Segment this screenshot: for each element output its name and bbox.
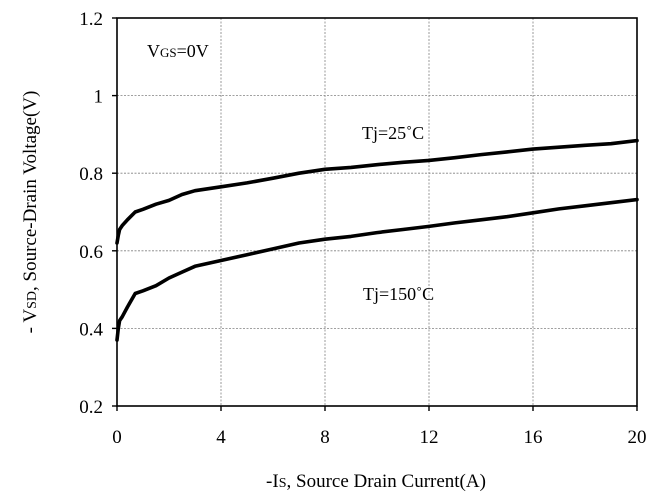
y-axis-title-subscript: SD (25, 291, 40, 309)
y-axis-title: - VSD, Source-Drain Voltage(V) (20, 91, 41, 334)
x-tick-label: 12 (420, 427, 439, 448)
series-label-tj150: Tj=150˚C (363, 284, 434, 304)
plot-frame (116, 17, 638, 407)
series-line-tj25 (115, 138, 639, 245)
grid-lines (117, 18, 637, 406)
condition-annotation: VGS=0V (147, 41, 209, 61)
x-tick-label: 0 (112, 427, 122, 448)
series-line-tj150 (115, 197, 639, 342)
x-tick-label: 4 (216, 427, 226, 448)
series-layer (115, 138, 639, 342)
y-axis-title-prefix: - V (20, 309, 41, 334)
axis-ticks (112, 17, 638, 411)
x-tick-labels: 0 4 8 12 16 20 (112, 427, 646, 448)
condition-subscript: GS (160, 45, 177, 60)
y-tick-label: 1.2 (79, 9, 103, 30)
x-tick-label: 8 (320, 427, 330, 448)
y-tick-label: 0.4 (79, 319, 103, 340)
condition-suffix: =0V (177, 41, 209, 61)
series-label-tj25: Tj=25˚C (362, 123, 424, 143)
x-axis-title-prefix: -I (266, 471, 279, 492)
x-tick-label: 16 (524, 427, 543, 448)
x-axis-title-subscript: S (279, 476, 287, 491)
x-axis-title: -IS, Source Drain Current(A) (266, 471, 486, 492)
y-tick-label: 1 (94, 87, 104, 108)
y-tick-labels: 0.2 0.4 0.6 0.8 1 1.2 (79, 9, 103, 418)
condition-prefix: V (147, 41, 160, 61)
x-axis-title-suffix: , Source Drain Current(A) (287, 471, 486, 492)
y-tick-label: 0.2 (79, 397, 103, 418)
y-tick-label: 0.6 (79, 242, 103, 263)
x-tick-label: 20 (628, 427, 647, 448)
y-tick-label: 0.8 (79, 164, 103, 185)
y-axis-title-suffix: , Source-Drain Voltage(V) (20, 91, 41, 291)
